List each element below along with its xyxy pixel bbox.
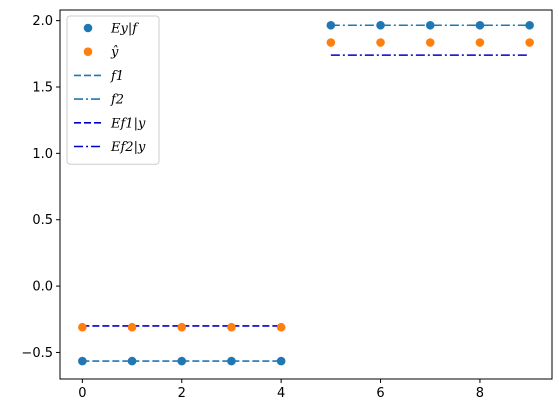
y-axis: −0.5 0.0 0.5 1.0 1.5 2.0 [21, 14, 60, 361]
x-tick-label-1: 2 [178, 386, 186, 401]
legend-label-1: ŷ [110, 45, 119, 60]
legend-marker-1 [83, 47, 93, 56]
y-tick-label-1: 0.0 [32, 280, 53, 295]
legend-label-3: f2 [110, 93, 124, 108]
data-point-0-8 [475, 20, 485, 30]
data-point-1-2 [177, 322, 187, 332]
y-tick-label-5: 2.0 [32, 14, 53, 29]
data-point-0-4 [276, 356, 286, 366]
data-point-0-1 [127, 356, 137, 366]
y-tick-label-4: 1.5 [32, 80, 53, 95]
y-tick-label-0: −0.5 [21, 346, 53, 361]
y-tick-label-3: 1.0 [32, 147, 53, 162]
x-tick-label-0: 0 [78, 386, 86, 401]
x-tick-label-3: 6 [376, 386, 384, 401]
legend: Ey|f ŷ f1 f2 Ef1|y Ef2|y [66, 15, 160, 165]
data-point-1-3 [227, 322, 236, 332]
legend-label-0: Ey|f [110, 22, 139, 37]
data-point-1-5 [326, 38, 336, 47]
plot-marks [78, 20, 534, 366]
data-point-1-4 [276, 322, 286, 332]
data-point-0-2 [177, 356, 187, 366]
data-point-1-7 [425, 38, 435, 47]
x-tick-label-4: 8 [476, 386, 484, 401]
data-point-0-3 [227, 356, 236, 366]
plot-frame [59, 9, 553, 380]
data-point-0-6 [376, 20, 385, 30]
x-tick-label-2: 4 [277, 386, 285, 401]
legend-label-2: f1 [110, 69, 124, 84]
y-tick-label-2: 0.5 [32, 213, 53, 228]
x-axis: 0 2 4 6 8 [78, 379, 484, 401]
data-point-0-0 [78, 356, 87, 366]
data-point-0-9 [525, 20, 534, 30]
legend-marker-0 [83, 23, 93, 33]
data-point-1-6 [376, 38, 385, 47]
legend-label-4: Ef1|y [110, 116, 146, 131]
data-point-0-5 [326, 20, 336, 30]
data-point-1-0 [78, 322, 87, 332]
data-point-1-1 [127, 322, 137, 332]
data-point-1-8 [475, 38, 485, 47]
legend-label-5: Ef2|y [110, 140, 146, 155]
data-point-0-7 [425, 20, 435, 30]
data-point-1-9 [525, 38, 534, 47]
